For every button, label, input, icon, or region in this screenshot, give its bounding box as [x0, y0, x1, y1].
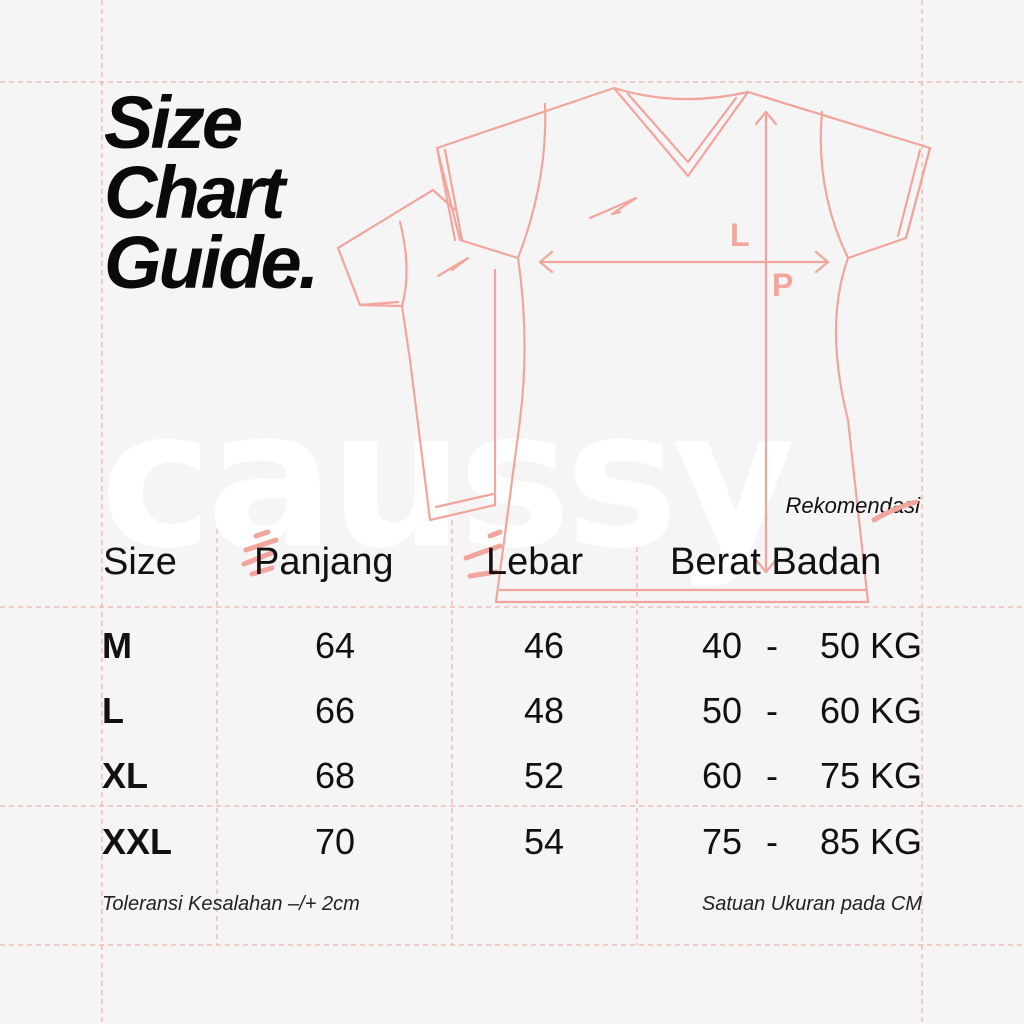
tolerance-note: Toleransi Kesalahan –/+ 2cm [102, 893, 360, 915]
recommendation-label: Rekomendasi [785, 493, 920, 518]
berat-dash: - [766, 755, 778, 796]
row-size: M [102, 625, 132, 666]
row-panjang: 68 [314, 755, 356, 796]
page-title: Size Chart Guide. [104, 81, 319, 304]
title-line-3: Guide. [104, 221, 319, 304]
row-panjang: 70 [314, 821, 356, 862]
berat-min: 60 [701, 755, 742, 796]
header-size: Size [103, 541, 177, 583]
row-lebar: 54 [523, 821, 565, 862]
brush-mark-icon [241, 529, 279, 577]
berat-dash: - [766, 625, 778, 666]
berat-max: 85 KG [819, 821, 922, 862]
brand-watermark: caussy [100, 369, 796, 590]
berat-max: 60 KG [819, 690, 922, 731]
row-size: XXL [102, 821, 173, 862]
berat-min: 50 [701, 690, 742, 731]
title-line-2: Chart [104, 151, 285, 234]
header-berat-badan: Berat Badan [670, 541, 882, 583]
berat-min: 40 [701, 625, 742, 666]
berat-dash: - [766, 690, 778, 731]
length-label: P [772, 267, 793, 303]
row-lebar: 46 [523, 625, 565, 666]
header-panjang: Panjang [254, 541, 394, 583]
row-size: L [102, 690, 124, 731]
berat-max: 50 KG [819, 625, 922, 666]
row-lebar: 48 [523, 690, 565, 731]
berat-max: 75 KG [819, 755, 922, 796]
width-label: L [730, 217, 750, 253]
row-panjang: 66 [314, 690, 356, 731]
row-panjang: 64 [314, 625, 356, 666]
unit-note: Satuan Ukuran pada CM [701, 893, 922, 915]
berat-min: 75 [701, 821, 742, 862]
row-lebar: 52 [523, 755, 565, 796]
title-line-1: Size [104, 81, 243, 164]
brush-stroke-icon [871, 499, 919, 523]
header-lebar: Lebar [486, 541, 584, 583]
berat-dash: - [766, 821, 778, 862]
row-size: XL [102, 755, 149, 796]
brush-mark-icon [463, 529, 503, 579]
